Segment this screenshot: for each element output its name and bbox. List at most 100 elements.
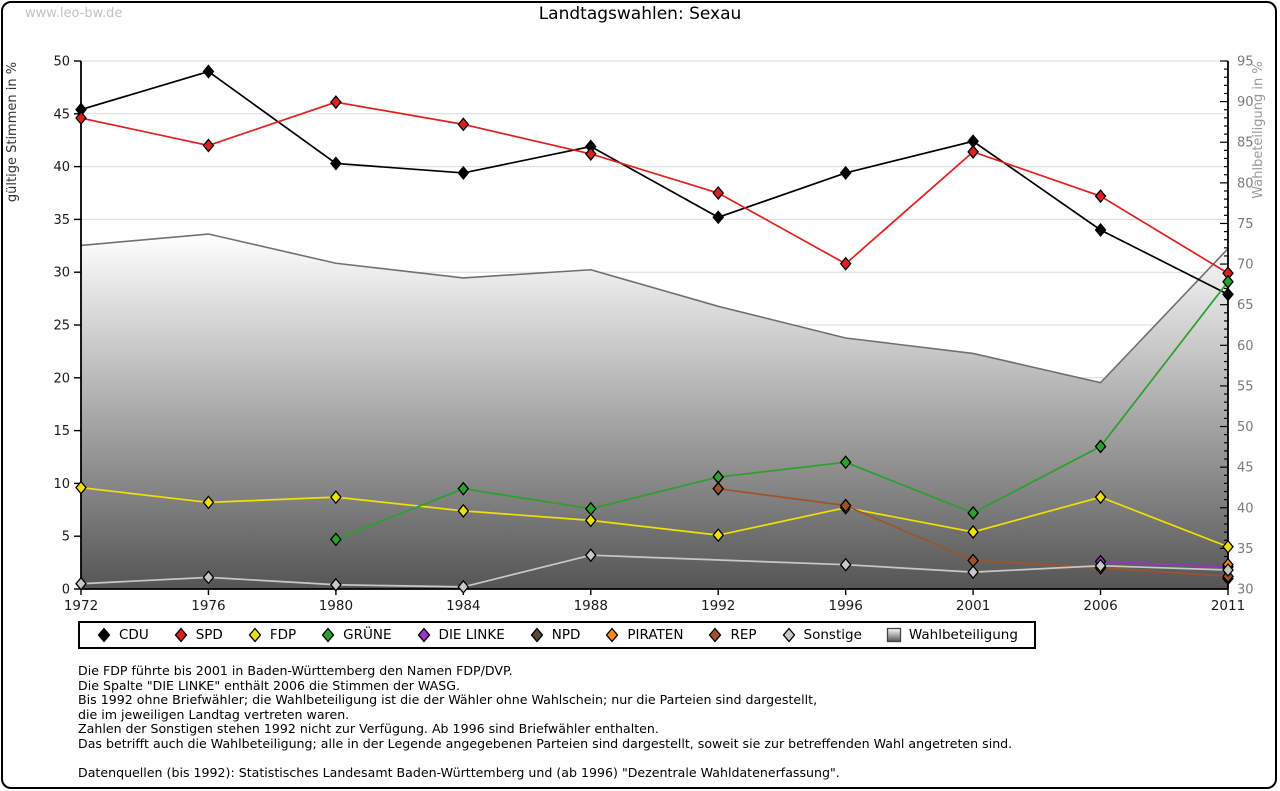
x-axis-tick-label: 2001 [956, 598, 990, 614]
marker-gr-ne [584, 501, 597, 516]
marker-gr-ne [967, 505, 979, 520]
diamond-marker-icon [174, 627, 188, 643]
legend-item-rep: REP [707, 627, 757, 643]
x-axis-tick-label: 1980 [319, 598, 353, 614]
turnout-area [80, 233, 1229, 589]
marker-fdp [1094, 490, 1107, 505]
x-axis-tick-label: 1988 [574, 598, 608, 614]
marker-cdu [330, 156, 342, 171]
x-axis-tick-label: 1984 [446, 598, 480, 614]
marker-sonstige [330, 577, 342, 592]
note-line: die im jeweiligen Landtag vertreten ware… [78, 706, 350, 722]
right-axis-tick-label: 55 [1237, 379, 1254, 394]
x-axis-tick-label: 1992 [701, 598, 735, 614]
axes: 0 5 10 15 20 25 30 35 40 45 50 30 35 40 45 50 55 60 65 70 75… [53, 55, 1253, 615]
legend-label: Sonstige [803, 627, 862, 643]
marker-fdp [330, 490, 342, 505]
marker-rep [712, 481, 725, 496]
marker-fdp [1222, 539, 1234, 554]
left-axis-tick-label: 20 [53, 371, 70, 386]
left-axis-tick-label: 45 [53, 107, 70, 122]
marker-fdp [584, 513, 597, 528]
marker-fdp [457, 503, 470, 518]
marker-spd [839, 256, 852, 271]
right-axis-tick-label: 45 [1237, 461, 1254, 476]
legend-item-piraten: PIRATEN [604, 627, 683, 643]
diamond-marker-icon [248, 627, 262, 643]
marker-cdu [712, 210, 725, 225]
left-axis-tick-label: 50 [53, 55, 70, 70]
left-axis-tick-label: 35 [53, 213, 70, 228]
diamond-marker-icon [709, 627, 722, 643]
series-line-cdu [80, 70, 1229, 296]
right-axis-title: Wahlbeteiligung in % [1251, 61, 1266, 198]
left-axis-tick-label: 30 [53, 266, 70, 281]
right-axis-tick-label: 70 [1237, 258, 1254, 273]
marker-sonstige [1094, 558, 1107, 573]
legend-label: CDU [119, 627, 149, 643]
diamond-marker-icon [606, 627, 619, 643]
turnout-area-outline [80, 233, 1229, 384]
diamond-marker-icon [97, 627, 111, 643]
marker-fdp [202, 495, 215, 510]
x-axis-tick-label: 1976 [191, 598, 225, 614]
right-axis-tick-label: 95 [1237, 55, 1254, 70]
legend-item-sonstige: Sonstige [781, 627, 862, 643]
legend-label: PIRATEN [627, 627, 684, 643]
turnout-swatch-icon [886, 627, 902, 643]
marker-spd [75, 111, 87, 126]
right-axis-tick-label: 75 [1237, 217, 1254, 232]
diamond-marker-icon [782, 627, 795, 643]
legend-item-fdp: FDP [247, 627, 296, 643]
x-axis-tick-label: 1972 [64, 598, 98, 614]
marker-sonstige [584, 548, 597, 563]
x-axis-tick-label: 1996 [828, 598, 862, 614]
marker-sonstige [967, 565, 979, 580]
marker-sonstige [839, 557, 852, 572]
left-axis-tick-label: 10 [53, 477, 70, 492]
legend: CDU SPD FDP GRÜNE DIE LINKE NPD PIRATEN REP Sons… [78, 621, 1036, 649]
right-axis-tick-label: 65 [1237, 298, 1254, 313]
legend-label: SPD [195, 627, 223, 643]
marker-gr-ne [1094, 439, 1107, 454]
right-axis-tick-label: 50 [1237, 420, 1254, 435]
note-line: Das betrifft auch die Wahlbeteiligung; a… [78, 735, 1013, 751]
marker-sonstige [1222, 562, 1234, 578]
marker-sonstige [202, 570, 215, 585]
legend-item-npd: NPD [529, 627, 580, 643]
legend-label: GRÜNE [343, 627, 392, 643]
marker-spd [202, 138, 215, 153]
legend-item-wahlbeteiligung: Wahlbeteiligung [886, 627, 1018, 643]
left-axis-tick-label: 0 [62, 583, 70, 598]
left-axis-tick-label: 40 [53, 160, 70, 175]
right-axis-tick-label: 60 [1237, 339, 1254, 354]
diamond-marker-icon [530, 627, 544, 643]
marker-cdu [1222, 287, 1234, 302]
legend-item-cdu: CDU [96, 627, 149, 643]
marker-spd [330, 95, 342, 110]
marker-spd [967, 144, 979, 159]
marker-gr-ne [1222, 274, 1234, 289]
marker-rep [839, 498, 852, 513]
marker-sonstige [75, 576, 87, 591]
left-axis-tick-label: 5 [62, 530, 70, 545]
note-line [78, 752, 1218, 767]
right-axis-tick-label: 30 [1237, 583, 1254, 598]
marker-cdu [839, 165, 852, 180]
legend-item-die-linke: DIE LINKE [416, 627, 505, 643]
diamond-marker-icon [321, 627, 335, 643]
note-line: Zahlen der Sonstigen stehen 1992 nicht z… [78, 721, 659, 737]
marker-spd [584, 146, 597, 161]
legend-label: FDP [269, 627, 297, 643]
legend-label: DIE LINKE [438, 627, 505, 643]
chart-canvas: 0 5 10 15 20 25 30 35 40 45 50 30 35 40 45 50 55 60 65 70 75… [5, 55, 1266, 615]
legend-item-gr-ne: GRÜNE [320, 627, 392, 643]
right-axis-tick-label: 90 [1237, 95, 1254, 110]
right-axis-tick-label: 85 [1237, 136, 1254, 151]
note-line: Die Spalte "DIE LINKE" enthält 2006 die … [78, 677, 461, 693]
left-axis-tick-label: 25 [53, 319, 70, 334]
series [75, 64, 1234, 594]
left-axis-tick-label: 15 [53, 424, 70, 439]
series-line-die-linke [1100, 560, 1229, 568]
